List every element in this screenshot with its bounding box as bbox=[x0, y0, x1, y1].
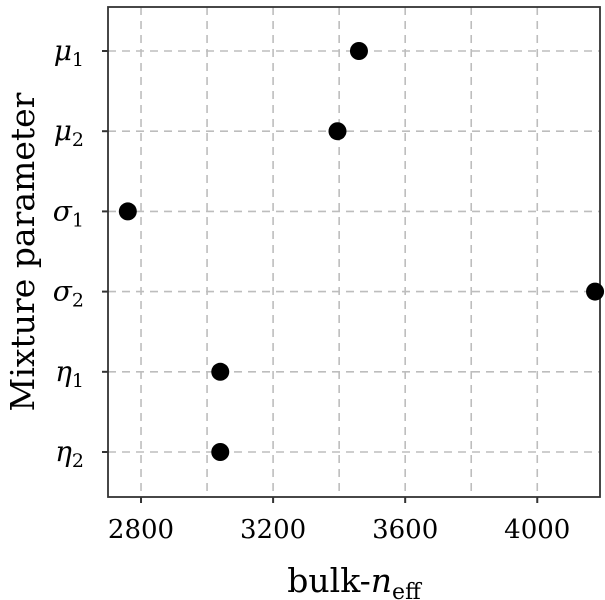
y-tick-label: μ1 bbox=[54, 34, 84, 71]
data-point bbox=[211, 362, 230, 381]
data-points bbox=[118, 42, 605, 461]
data-point bbox=[349, 42, 368, 60]
x-tick-label: 3600 bbox=[372, 515, 438, 545]
axis-ticks: 2800 3200 3600 4000 μ1 μ2 σ1 σ2 η1 η2 bbox=[53, 34, 571, 545]
data-point bbox=[586, 282, 605, 301]
x-tick-label: 3200 bbox=[240, 515, 306, 545]
x-axis-title: bulk-neff bbox=[287, 561, 422, 600]
y-tick-label: η2 bbox=[55, 435, 84, 472]
x-tick-label: 2800 bbox=[108, 515, 174, 545]
y-tick-label: μ2 bbox=[54, 114, 84, 151]
data-point bbox=[118, 202, 137, 221]
y-tick-label: σ2 bbox=[53, 275, 84, 312]
y-tick-label: η1 bbox=[55, 355, 84, 392]
gridlines bbox=[108, 7, 600, 497]
plot-frame bbox=[107, 6, 601, 498]
x-tick-label: 4000 bbox=[504, 515, 570, 545]
y-tick-label: σ1 bbox=[53, 194, 84, 231]
y-axis-title: Mixture parameter bbox=[3, 92, 42, 411]
data-point bbox=[211, 443, 230, 461]
data-point bbox=[328, 122, 347, 141]
